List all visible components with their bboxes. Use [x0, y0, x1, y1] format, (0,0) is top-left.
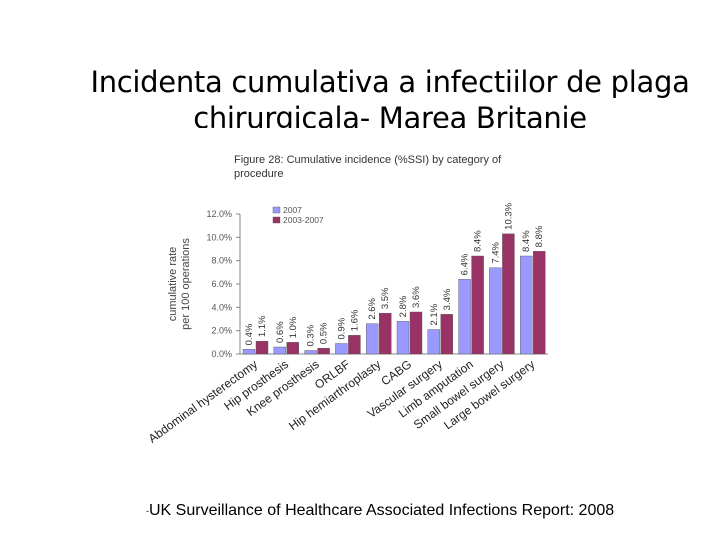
y-axis-title-line-1: cumulative rate	[167, 247, 179, 322]
bar-value-label: 1.0%	[288, 316, 299, 338]
bar-value-label: 2.8%	[398, 295, 409, 317]
legend-swatch-2003-2007	[272, 216, 281, 224]
bar-value-label: 0.3%	[306, 324, 317, 346]
bar-2007	[396, 321, 410, 355]
bar-2003-2007	[440, 314, 453, 355]
bar-value-label: 1.1%	[257, 315, 268, 337]
bar-2003-2007	[348, 335, 361, 355]
bar-2003-2007	[317, 347, 330, 355]
slide-title-line-1: Incidenta cumulativa a infectiilor de pl…	[90, 65, 690, 99]
bar-value-label: 0.6%	[275, 321, 286, 343]
bar-2007	[304, 350, 317, 355]
bar-value-label: 10.3%	[503, 202, 514, 229]
bar-value-label: 0.9%	[336, 317, 347, 339]
figure-caption-line-2: procedure	[234, 168, 284, 180]
y-tick-label: 2.0%	[211, 326, 232, 336]
bar-2003-2007	[255, 340, 269, 355]
bar-value-label: 2.1%	[429, 303, 440, 325]
legend-swatch-2007	[272, 206, 281, 214]
slide-title-area: Incidenta cumulativa a infectiilor de pl…	[0, 0, 720, 128]
bar-2003-2007	[378, 312, 392, 355]
legend-label: 2003-2007	[283, 215, 324, 225]
bar-2007	[242, 349, 256, 355]
bar-2007	[365, 323, 379, 355]
y-tick-label: 6.0%	[211, 279, 232, 289]
source-dash: -	[146, 505, 149, 516]
ssi-bar-chart: 0.0% 2.0% 4.0% 6.0% 8.0% 10.0% 12.0% cumulative…	[146, 202, 548, 446]
bar-value-label: 1.6%	[349, 309, 360, 331]
y-tick-label: 8.0%	[211, 256, 232, 266]
bar-2003-2007	[502, 233, 515, 355]
y-tick-label: 0.0%	[211, 349, 232, 359]
slide-title-line-2: chirurgicala- Marea Britanie	[193, 101, 587, 128]
bar-2003-2007	[533, 251, 546, 355]
bar-2003-2007	[471, 255, 484, 355]
bar-value-label: 8.4%	[473, 230, 484, 252]
bar-2003-2007	[409, 311, 423, 355]
legend-label: 2007	[283, 205, 302, 215]
y-axis-title-line-2: per 100 operations	[180, 238, 192, 330]
y-tick-label: 12.0%	[206, 209, 232, 219]
bar-value-label: 3.6%	[411, 286, 422, 308]
bar-value-label: 0.5%	[319, 322, 330, 344]
source-text: UK Surveillance of Healthcare Associated…	[149, 502, 615, 519]
bar-value-label: 3.4%	[442, 288, 453, 310]
bar-2007	[489, 267, 502, 355]
bar-value-label: 6.4%	[460, 253, 471, 275]
bar-value-label: 8.8%	[534, 225, 545, 247]
y-tick-label: 10.0%	[206, 232, 232, 242]
bar-2007	[427, 329, 440, 355]
bar-2003-2007	[286, 342, 300, 355]
bar-2007	[335, 343, 348, 355]
bar-2007	[520, 255, 533, 355]
slide-title: Incidenta cumulativa a infectiilor de pl…	[0, 64, 720, 128]
bar-2007	[458, 279, 471, 355]
bar-value-label: 3.5%	[380, 287, 391, 309]
bar-value-label: 0.4%	[244, 323, 255, 345]
bar-value-label: 2.6%	[367, 297, 378, 319]
figure-caption: Figure 28: Cumulative incidence (%SSI) b…	[234, 153, 501, 181]
figure-caption-line-1: Figure 28: Cumulative incidence (%SSI) b…	[234, 154, 502, 166]
bar-value-label: 8.4%	[521, 230, 532, 252]
bar-value-label: 7.4%	[490, 241, 501, 263]
y-tick-label: 4.0%	[211, 302, 232, 312]
bar-2007	[273, 346, 287, 355]
source-citation: -UK Surveillance of Healthcare Associate…	[146, 502, 614, 520]
